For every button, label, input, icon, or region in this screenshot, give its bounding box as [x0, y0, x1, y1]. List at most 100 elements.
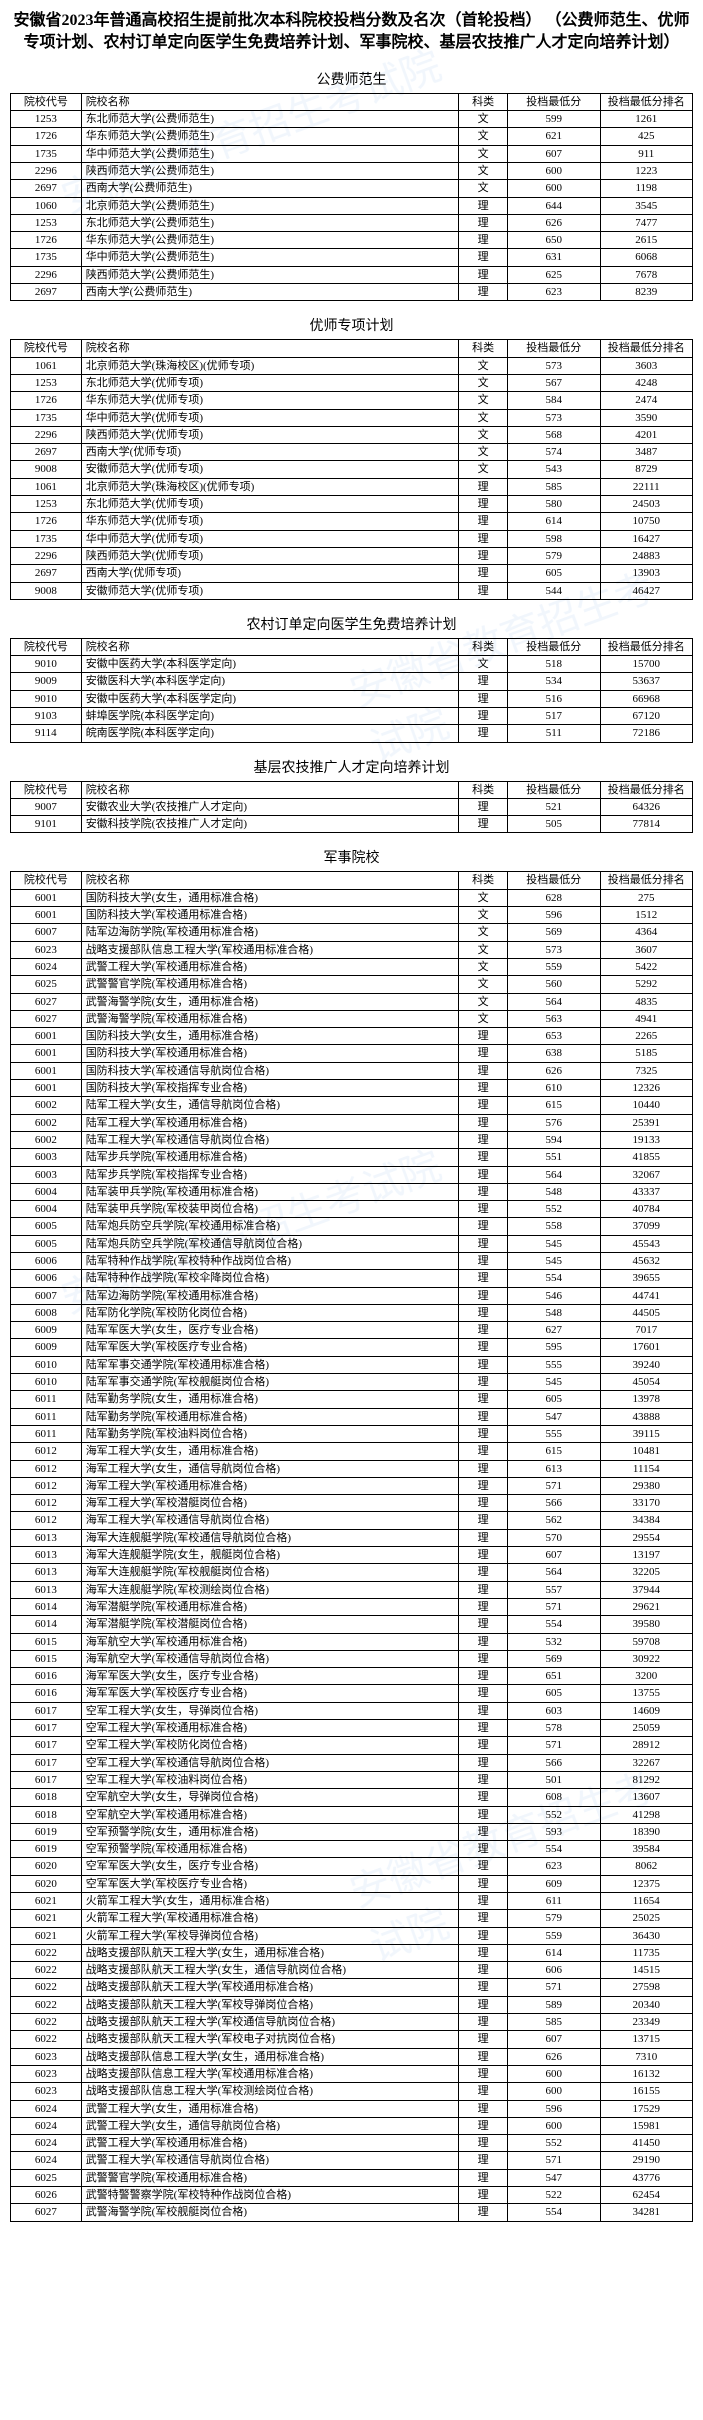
- table-row: 6023战略支援部队信息工程大学(女生，通用标准合格)理6267310: [11, 2048, 693, 2065]
- cell: 59708: [600, 1633, 692, 1650]
- cell: 569: [508, 1650, 600, 1667]
- table-row: 6025武警警官学院(军校通用标准合格)文5605292: [11, 976, 693, 993]
- cell: 华中师范大学(公费师范生): [81, 249, 458, 266]
- col-header: 院校名称: [81, 340, 458, 357]
- cell: 3545: [600, 197, 692, 214]
- col-header: 院校名称: [81, 638, 458, 655]
- cell: 609: [508, 1875, 600, 1892]
- cell: 海军军医大学(女生，医疗专业合格): [81, 1668, 458, 1685]
- cell: 理: [459, 1080, 508, 1097]
- table-row: 6019空军预警学院(女生，通用标准合格)理59318390: [11, 1823, 693, 1840]
- cell: 理: [459, 249, 508, 266]
- cell: 6020: [11, 1875, 82, 1892]
- cell: 1253: [11, 111, 82, 128]
- cell: 6008: [11, 1304, 82, 1321]
- cell: 72186: [600, 725, 692, 742]
- table-row: 1735华中师范大学(公费师范生)文607911: [11, 145, 693, 162]
- table-row: 6003陆军步兵学院(军校指挥专业合格)理56432067: [11, 1166, 693, 1183]
- cell: 理: [459, 2135, 508, 2152]
- cell: 6002: [11, 1097, 82, 1114]
- cell: 32205: [600, 1564, 692, 1581]
- col-header: 投档最低分排名: [600, 340, 692, 357]
- cell: 理: [459, 530, 508, 547]
- cell: 511: [508, 725, 600, 742]
- cell: 18390: [600, 1823, 692, 1840]
- cell: 626: [508, 214, 600, 231]
- cell: 45054: [600, 1374, 692, 1391]
- table-row: 6009陆军军医大学(女生，医疗专业合格)理6277017: [11, 1322, 693, 1339]
- cell: 548: [508, 1304, 600, 1321]
- table-row: 1726华东师范大学(优师专项)理61410750: [11, 513, 693, 530]
- cell: 海军航空大学(军校通用标准合格): [81, 1633, 458, 1650]
- cell: 陆军勤务学院(军校通用标准合格): [81, 1408, 458, 1425]
- cell: 20340: [600, 1996, 692, 2013]
- table-row: 6007陆军边海防学院(军校通用标准合格)文5694364: [11, 924, 693, 941]
- cell: 554: [508, 1841, 600, 1858]
- cell: 7477: [600, 214, 692, 231]
- cell: 西南大学(优师专项): [81, 444, 458, 461]
- cell: 6023: [11, 2048, 82, 2065]
- cell: 623: [508, 284, 600, 301]
- table-row: 6022战略支援部队航天工程大学(军校电子对抗岗位合格)理60713715: [11, 2031, 693, 2048]
- cell: 陆军军事交通学院(军校通用标准合格): [81, 1356, 458, 1373]
- cell: 39240: [600, 1356, 692, 1373]
- cell: 9009: [11, 673, 82, 690]
- cell: 理: [459, 1097, 508, 1114]
- cell: 627: [508, 1322, 600, 1339]
- cell: 陆军军医大学(军校医疗专业合格): [81, 1339, 458, 1356]
- cell: 6023: [11, 2065, 82, 2082]
- cell: 532: [508, 1633, 600, 1650]
- cell: 596: [508, 2100, 600, 2117]
- col-header: 投档最低分: [508, 638, 600, 655]
- cell: 5422: [600, 958, 692, 975]
- cell: 16132: [600, 2065, 692, 2082]
- section-title: 优师专项计划: [10, 315, 693, 335]
- cell: 陆军工程大学(军校通用标准合格): [81, 1114, 458, 1131]
- cell: 600: [508, 2083, 600, 2100]
- cell: 1261: [600, 111, 692, 128]
- cell: 606: [508, 1962, 600, 1979]
- cell: 15700: [600, 656, 692, 673]
- cell: 653: [508, 1028, 600, 1045]
- cell: 理: [459, 1754, 508, 1771]
- cell: 6013: [11, 1564, 82, 1581]
- cell: 551: [508, 1149, 600, 1166]
- table-row: 6011陆军勤务学院(军校油料岗位合格)理55539115: [11, 1425, 693, 1442]
- section-title: 公费师范生: [10, 69, 693, 89]
- cell: 武警工程大学(军校通信导航岗位合格): [81, 2152, 458, 2169]
- cell: 9008: [11, 582, 82, 599]
- cell: 2697: [11, 444, 82, 461]
- cell: 理: [459, 1270, 508, 1287]
- cell: 6022: [11, 1996, 82, 2013]
- cell: 6018: [11, 1789, 82, 1806]
- table-row: 6005陆军炮兵防空兵学院(军校通用标准合格)理55837099: [11, 1218, 693, 1235]
- cell: 605: [508, 565, 600, 582]
- cell: 理: [459, 496, 508, 513]
- cell: 理: [459, 232, 508, 249]
- cell: 理: [459, 2065, 508, 2082]
- col-header: 投档最低分: [508, 781, 600, 798]
- cell: 理: [459, 1287, 508, 1304]
- cell: 文: [459, 958, 508, 975]
- cell: 564: [508, 1166, 600, 1183]
- cell: 文: [459, 392, 508, 409]
- table-row: 6004陆军装甲兵学院(军校通用标准合格)理54843337: [11, 1183, 693, 1200]
- table-row: 1253东北师范大学(公费师范生)理6267477: [11, 214, 693, 231]
- col-header: 院校代号: [11, 872, 82, 889]
- table-row: 2296陕西师范大学(优师专项)理57924883: [11, 547, 693, 564]
- cell: 空军预警学院(女生，通用标准合格): [81, 1823, 458, 1840]
- cell: 607: [508, 2031, 600, 2048]
- table-row: 6001国防科技大学(军校通用标准合格)文5961512: [11, 907, 693, 924]
- table-row: 6003陆军步兵学院(军校通用标准合格)理55141855: [11, 1149, 693, 1166]
- cell: 614: [508, 513, 600, 530]
- table-row: 6026武警特警警察学院(军校特种作战岗位合格)理52262454: [11, 2187, 693, 2204]
- cell: 596: [508, 907, 600, 924]
- cell: 东北师范大学(公费师范生): [81, 214, 458, 231]
- table-row: 9114皖南医学院(本科医学定向)理51172186: [11, 725, 693, 742]
- table-row: 9101安徽科技学院(农技推广人才定向)理50577814: [11, 816, 693, 833]
- cell: 理: [459, 707, 508, 724]
- cell: 580: [508, 496, 600, 513]
- cell: 理: [459, 2169, 508, 2186]
- cell: 598: [508, 530, 600, 547]
- cell: 1060: [11, 197, 82, 214]
